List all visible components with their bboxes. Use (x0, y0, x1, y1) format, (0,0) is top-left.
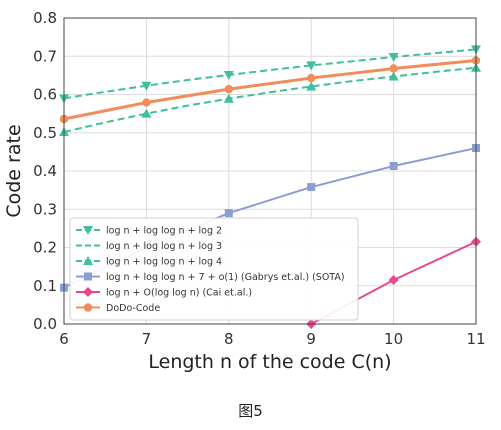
legend-label: log n + log log n + log 4 (106, 257, 222, 268)
series-line (63, 48, 477, 100)
x-tick-label: 7 (142, 330, 152, 348)
data-point (388, 71, 399, 81)
legend-swatch-marker (83, 256, 93, 265)
plot-frame (63, 17, 477, 325)
data-point (142, 98, 151, 107)
code-rate-line-chart: 6 7 8 9 10 11 0.0 0.1 0.2 0.3 0.4 0.5 0.6 0.7 0.8 Len… (3, 9, 486, 373)
x-axis-label: Length n of the code C(n) (148, 351, 391, 373)
legend-label: log n + O(log log n) (Cai et.al.) (106, 288, 252, 299)
y-tick-label: 0.0 (33, 315, 57, 333)
series-1 (59, 45, 481, 104)
y-tick-label: 0.2 (33, 239, 57, 257)
legend-swatch-marker (83, 226, 93, 235)
y-tick-label: 0.8 (33, 9, 57, 27)
figure-caption: 图5 (238, 402, 263, 420)
legend: log n + log log n + log 2 log n + log log… (69, 217, 359, 321)
data-point (307, 73, 316, 83)
data-point (141, 108, 152, 118)
legend-item: log n + log log n + log 4 (76, 256, 222, 268)
y-tick-label: 0.5 (33, 124, 57, 142)
series-6 (59, 56, 481, 124)
y-tick-label: 0.4 (33, 162, 57, 180)
data-point (223, 70, 234, 80)
legend-swatch-marker (84, 272, 92, 281)
legend-item: log n + log log n + log 2 (76, 226, 222, 237)
data-point (306, 81, 317, 91)
data-point (389, 162, 398, 171)
x-tick-labels: 6 7 8 9 10 11 (59, 330, 485, 348)
legend-item: log n + log log n + 7 + o(1) (Gabrys et.… (76, 272, 345, 283)
data-point (389, 64, 398, 73)
y-axis-label: Code rate (3, 124, 25, 217)
series-line (63, 58, 477, 121)
legend-swatch-marker (83, 303, 93, 312)
x-tick-label: 9 (306, 330, 316, 348)
x-tick-label: 8 (224, 330, 234, 348)
data-point (306, 61, 317, 71)
y-tick-label: 0.1 (33, 277, 57, 295)
data-point (223, 93, 234, 103)
legend-box (69, 217, 359, 321)
data-point (307, 183, 316, 192)
y-tick-label: 0.3 (33, 200, 57, 218)
x-tick-label: 10 (384, 330, 403, 348)
data-point (224, 209, 233, 218)
data-point (388, 53, 399, 63)
data-point (388, 275, 399, 286)
y-tick-label: 0.7 (33, 47, 57, 65)
data-point (141, 81, 152, 91)
legend-item: log n + log log n + log 3 (76, 241, 222, 252)
legend-label: log n + log log n + log 2 (106, 226, 222, 237)
data-point (224, 84, 233, 94)
legend-label: log n + log log n + log 3 (106, 241, 222, 252)
y-tick-label: 0.6 (33, 86, 57, 104)
legend-swatch-marker (83, 287, 93, 297)
legend-label: log n + log log n + 7 + o(1) (Gabrys et.… (106, 272, 345, 283)
legend-item: log n + O(log log n) (Cai et.al.) (76, 287, 252, 299)
x-tick-label: 11 (466, 330, 485, 348)
legend-item: DoDo-Code (76, 303, 160, 314)
x-tick-label: 6 (59, 330, 69, 348)
legend-label: DoDo-Code (106, 303, 160, 314)
y-tick-labels: 0.0 0.1 0.2 0.3 0.4 0.5 0.6 0.7 0.8 (33, 9, 57, 333)
series-line (63, 66, 477, 133)
